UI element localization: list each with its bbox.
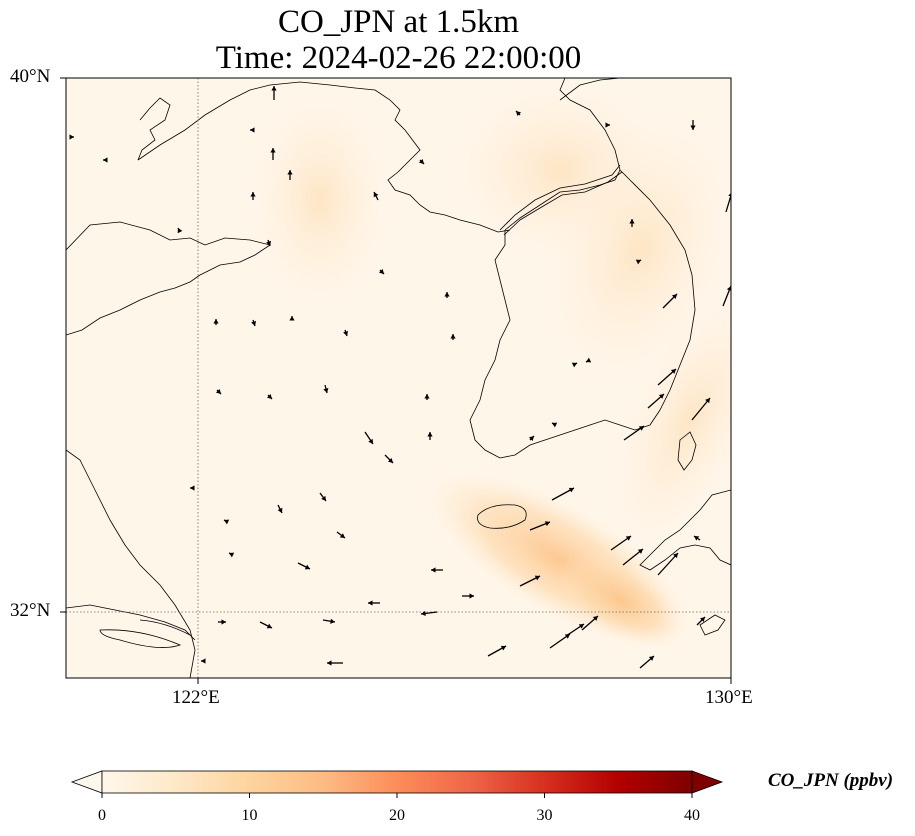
wind-arrow-head xyxy=(224,519,230,525)
coastlines xyxy=(66,78,731,678)
wind-arrow-head xyxy=(103,157,108,163)
wind-arrow-head xyxy=(321,495,326,501)
wind-arrow-head xyxy=(69,134,74,140)
wind-arrow-head xyxy=(469,593,474,599)
colorbar-tick-40: 40 xyxy=(684,807,700,824)
wind-arrow-head xyxy=(387,457,393,463)
wind-arrow-shaft xyxy=(691,397,711,421)
wind-arrow-head xyxy=(568,487,574,493)
wind-arrow-head xyxy=(638,426,644,431)
wind-arrow-head xyxy=(450,334,456,339)
wind-arrow-head xyxy=(516,111,522,117)
wind-arrow-head xyxy=(635,259,641,265)
wind-arrow-head xyxy=(251,320,257,326)
wind-arrow-head xyxy=(552,422,558,428)
lat-tick-32n: 32°N xyxy=(10,600,51,621)
wind-arrow-head xyxy=(500,645,506,651)
colorbar-tick-10: 10 xyxy=(241,807,258,824)
wind-arrow-head xyxy=(605,122,610,128)
wind-arrow-head xyxy=(586,357,592,363)
wind-arrow-head xyxy=(418,158,424,164)
colorbar-label: CO_JPN (ppbv) xyxy=(768,770,894,791)
wind-arrow-head xyxy=(578,624,584,629)
wind-arrow-head xyxy=(215,388,221,394)
wind-arrow-head xyxy=(694,536,700,541)
axis-ticks xyxy=(60,77,732,684)
wind-arrow-head xyxy=(339,533,345,538)
wind-arrow-head xyxy=(670,369,676,374)
wind-arrow-head xyxy=(528,436,534,442)
wind-arrow-head xyxy=(190,485,195,491)
lon-tick-122e: 122°E xyxy=(172,687,220,708)
wind-arrow-head xyxy=(592,616,598,621)
map-frame xyxy=(65,77,732,679)
wind-arrow-head xyxy=(213,319,219,324)
wind-arrow-head xyxy=(368,438,373,444)
lat-tick-40n: 40°N xyxy=(10,66,51,87)
wind-arrow-head xyxy=(699,617,705,623)
wind-arrow-head xyxy=(673,553,678,559)
wind-arrow-head xyxy=(277,507,283,513)
gridlines xyxy=(66,78,731,678)
colorbar-tick-0: 0 xyxy=(98,807,106,824)
wind-arrow-head xyxy=(424,394,430,399)
lon-tick-130e: 130°E xyxy=(705,687,753,708)
wind-arrow-head xyxy=(250,127,255,133)
wind-arrow-head xyxy=(177,228,183,234)
wind-arrow-head xyxy=(368,600,373,606)
wind-arrow-head xyxy=(373,192,379,198)
map-title-line1: CO_JPN at 1.5km xyxy=(277,4,520,40)
wind-arrow-head xyxy=(330,618,335,624)
wind-arrow-head xyxy=(287,170,293,175)
wind-arrow-head xyxy=(266,623,272,629)
wind-arrow-head xyxy=(726,286,731,291)
wind-arrow-head xyxy=(637,549,643,554)
wind-arrow-head xyxy=(421,610,426,617)
wind-arrow-head xyxy=(671,294,677,300)
wind-arrow-head xyxy=(229,552,235,558)
colorbar-tick-30: 30 xyxy=(536,807,553,824)
wind-arrow-head xyxy=(648,656,654,661)
wind-arrow-head xyxy=(270,148,276,153)
wind-arrow-head xyxy=(378,268,384,274)
wind-arrow-head xyxy=(289,316,295,321)
wind-arrow-head xyxy=(327,660,332,666)
wind-arrow-head xyxy=(629,219,635,224)
wind-arrow-head xyxy=(571,362,577,368)
wind-arrow-head xyxy=(728,192,731,197)
wind-arrow-head xyxy=(690,125,696,130)
wind-arrow-shaft xyxy=(657,552,679,576)
wind-arrow-head xyxy=(304,564,310,570)
wind-vectors xyxy=(69,86,731,669)
wind-arrow-head xyxy=(221,619,226,625)
wind-arrow-head xyxy=(625,536,631,541)
wind-arrow-head xyxy=(658,394,664,399)
wind-arrow-head xyxy=(444,292,450,297)
wind-arrow-head xyxy=(544,521,550,527)
wind-arrow-head xyxy=(266,240,272,246)
wind-arrow-head xyxy=(343,330,349,336)
wind-arrow-shaft xyxy=(725,193,731,213)
wind-arrow-head xyxy=(250,192,256,197)
wind-arrow-head xyxy=(534,575,540,581)
wind-arrow-head xyxy=(705,398,710,404)
wind-arrow-head xyxy=(427,432,433,437)
colorbar-tick-20: 20 xyxy=(389,807,405,824)
colorbar xyxy=(70,770,724,798)
wind-arrow-head xyxy=(201,658,206,664)
co-concentration-field xyxy=(66,78,731,678)
map-title-line2: Time: 2024-02-26 22:00:00 xyxy=(215,40,582,76)
wind-arrow-head xyxy=(431,567,436,573)
wind-arrow-head xyxy=(266,393,272,399)
wind-arrow-head xyxy=(271,86,277,91)
wind-arrow-head xyxy=(323,388,329,393)
